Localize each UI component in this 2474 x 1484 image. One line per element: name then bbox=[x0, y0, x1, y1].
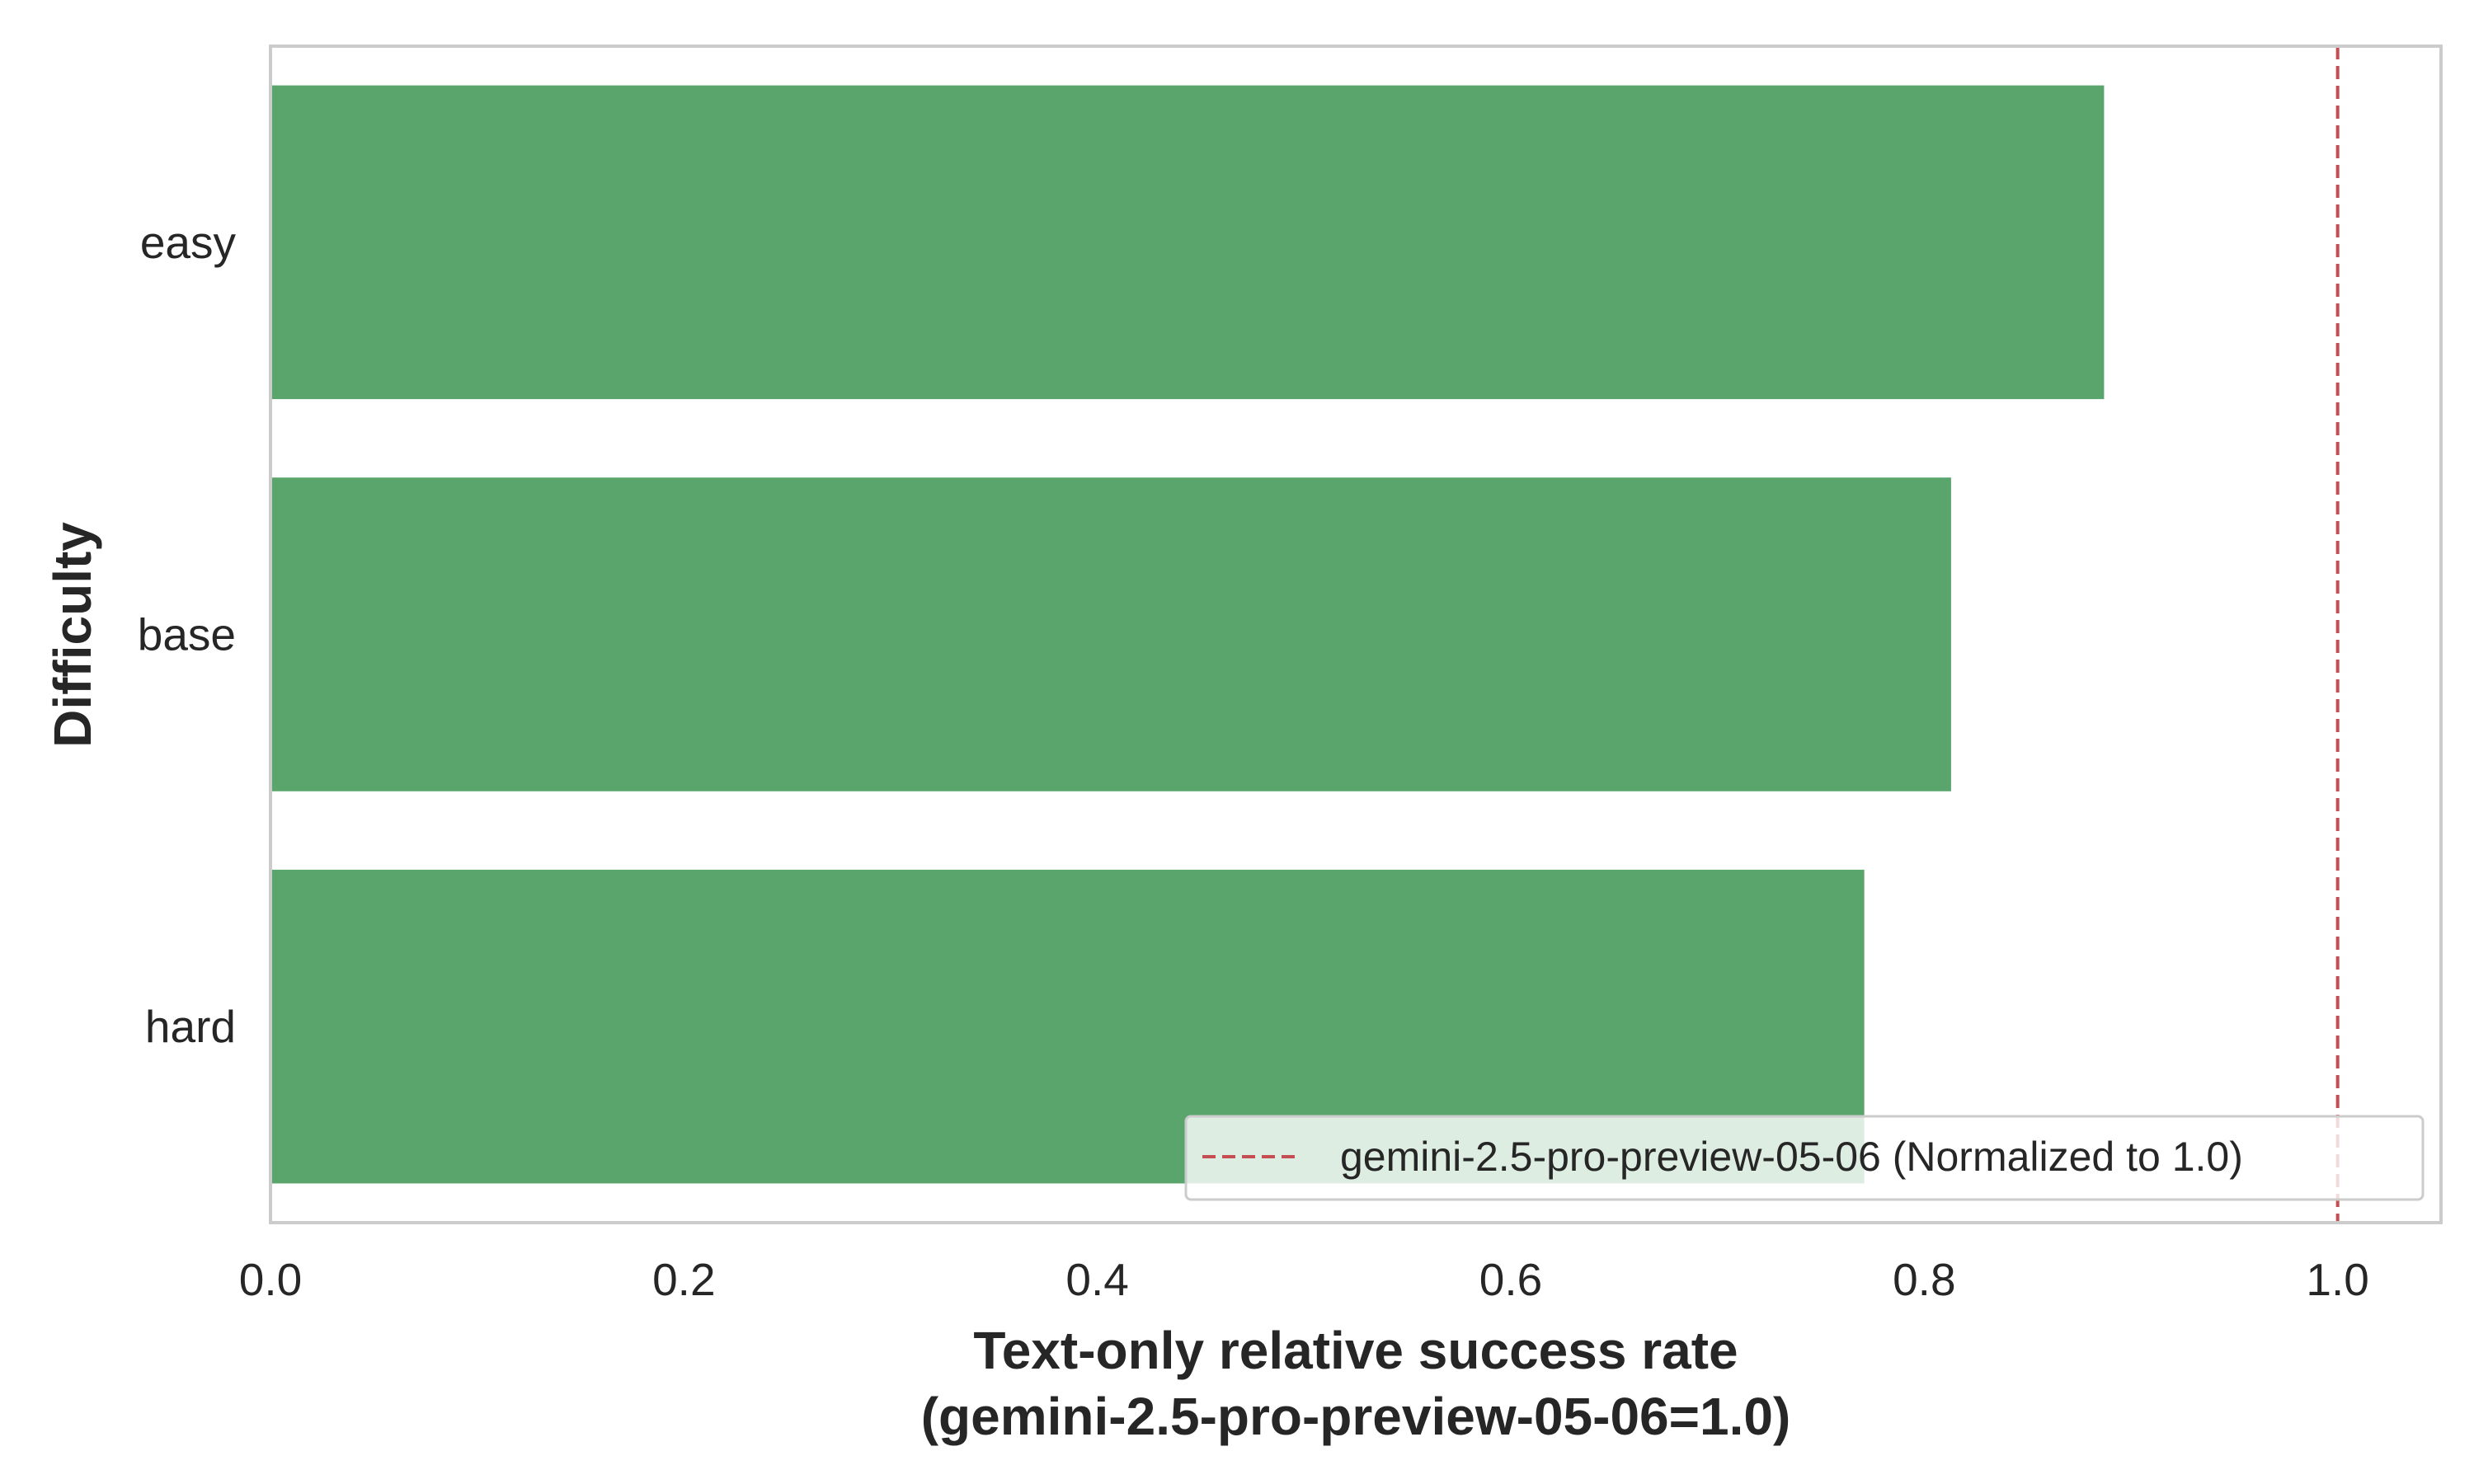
y-tick-labels: easy base hard bbox=[138, 217, 237, 1052]
bar-base bbox=[270, 477, 1951, 791]
x-axis-title-line2: (gemini-2.5-pro-preview-05-06=1.0) bbox=[921, 1387, 1791, 1446]
x-tick-label: 1.0 bbox=[2306, 1254, 2368, 1305]
x-tick-labels: 0.0 0.2 0.4 0.6 0.8 1.0 bbox=[239, 1254, 2369, 1305]
y-tick-label-easy: easy bbox=[140, 217, 237, 268]
x-tick-label: 0.6 bbox=[1479, 1254, 1542, 1305]
y-tick-label-hard: hard bbox=[145, 1001, 236, 1052]
x-tick-label: 0.2 bbox=[652, 1254, 715, 1305]
legend-box bbox=[1184, 1115, 2425, 1201]
plot-frame bbox=[269, 45, 2443, 1224]
x-tick-label: 0.8 bbox=[1893, 1254, 1955, 1305]
x-tick-label: 0.4 bbox=[1065, 1254, 1128, 1305]
legend: gemini-2.5-pro-preview-05-06 (Normalized… bbox=[1184, 1115, 2425, 1201]
y-axis-title: Difficulty bbox=[43, 522, 102, 748]
y-tick-label-base: base bbox=[138, 609, 236, 660]
bar-easy bbox=[270, 85, 2105, 400]
legend-label: gemini-2.5-pro-preview-05-06 (Normalized… bbox=[1340, 1134, 2243, 1180]
bars-layer bbox=[270, 85, 2105, 1184]
x-tick-label: 0.0 bbox=[239, 1254, 302, 1305]
x-axis-title-line1: Text-only relative success rate bbox=[973, 1321, 1738, 1380]
